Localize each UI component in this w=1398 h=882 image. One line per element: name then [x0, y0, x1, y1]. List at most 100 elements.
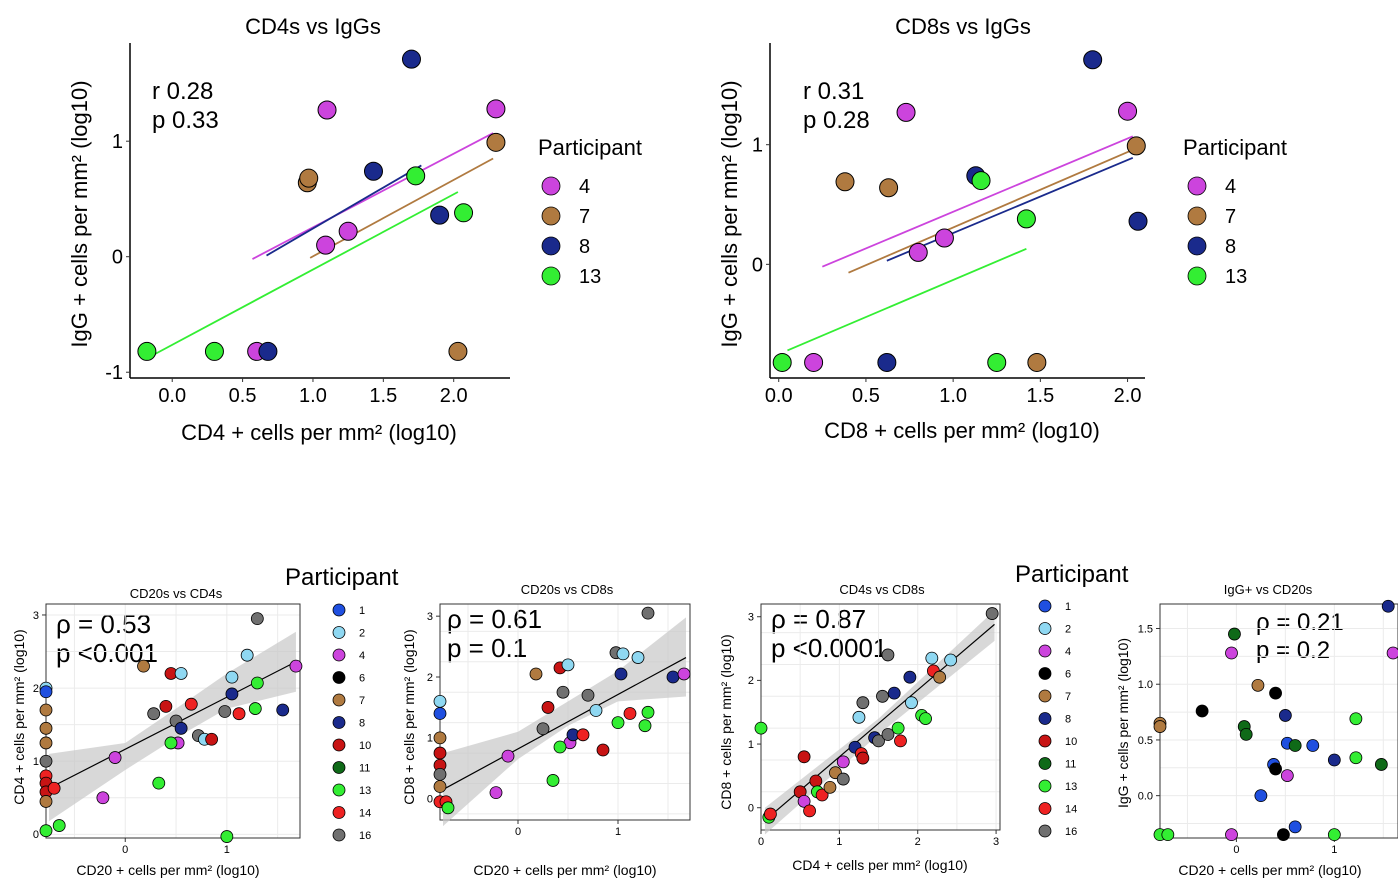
data-point: [1269, 762, 1282, 776]
legend-title: Participant: [1183, 135, 1287, 160]
x-tick-label: 0.5: [229, 385, 257, 407]
chart-panel: 0 1 2 3 0 1 2 3: [748, 603, 1001, 848]
data-point: [250, 676, 264, 690]
legend-swatch: [1038, 689, 1052, 703]
data-point: [836, 772, 850, 786]
data-point: [39, 703, 53, 717]
data-point: [363, 161, 383, 181]
chart-panel: 0 1 0 1 2 3: [33, 603, 303, 856]
series-fit-line: [146, 191, 459, 360]
data-point: [1128, 211, 1148, 231]
legend-label: 14: [1065, 803, 1077, 815]
y-tick-label: 0: [33, 829, 39, 841]
data-point: [258, 341, 278, 361]
legend-swatch: [1038, 667, 1052, 680]
data-point: [486, 99, 506, 119]
data-point: [250, 612, 264, 626]
data-point: [1016, 209, 1036, 229]
data-point: [879, 178, 899, 198]
legend-swatch: [332, 783, 346, 797]
data-point: [240, 648, 254, 662]
data-point: [316, 235, 336, 255]
data-point: [164, 736, 178, 750]
legend-label: 4: [579, 176, 590, 198]
data-point: [934, 228, 954, 248]
y-axis-label: IgG + cells per mm² (log10): [67, 80, 92, 347]
data-point: [159, 699, 173, 713]
legend-label: 11: [359, 762, 370, 774]
plot-frame: [760, 603, 1001, 831]
data-point: [152, 776, 166, 790]
data-point: [589, 704, 603, 717]
series-fit-line: [886, 157, 1134, 262]
data-point: [501, 749, 515, 763]
x-tick-label: 0: [122, 844, 128, 856]
data-point: [641, 606, 655, 620]
data-point: [1153, 720, 1167, 733]
data-point: [338, 221, 358, 241]
chart-title: CD4s vs IgGs: [245, 14, 381, 39]
y-axis-label: CD4 + cells per mm² (log10): [11, 629, 27, 804]
legend-label: 10: [359, 740, 371, 752]
legend-title: Participant: [285, 564, 399, 591]
data-point: [1269, 686, 1282, 700]
data-point: [536, 722, 550, 736]
x-axis-label: CD20 + cells per mm² (log10): [1178, 862, 1361, 878]
x-axis-label: CD20 + cells per mm² (log10): [76, 862, 259, 878]
x-tick-label: 2.0: [440, 385, 468, 407]
legend: 1 2 4 6 7 8 10 11 13 14 16: [1038, 599, 1077, 838]
data-point: [1027, 352, 1047, 372]
legend: 1 2 4 6 7 8 10 11 13 14 16: [332, 603, 371, 842]
y-tick-label: 0: [427, 794, 433, 806]
data-point: [430, 205, 450, 225]
data-point: [218, 705, 232, 718]
stat-p: p 0.33: [152, 107, 219, 134]
x-tick-label: 1.0: [299, 385, 327, 407]
x-tick-label: 1.5: [1026, 385, 1054, 407]
data-point: [448, 341, 468, 361]
series-fit-line: [252, 132, 494, 260]
legend-label: 10: [1065, 736, 1077, 748]
data-point: [881, 648, 895, 662]
legend-swatch: [1038, 734, 1052, 748]
stat-rho: ρ = 0.53: [56, 609, 151, 639]
y-tick-label: 0.5: [1138, 735, 1153, 747]
legend-swatch: [541, 206, 561, 226]
y-tick-label: 3: [427, 611, 433, 623]
data-point: [433, 707, 447, 720]
data-point: [1083, 50, 1103, 70]
data-point: [614, 667, 628, 681]
chart-panel: 0 1 0 1 2 3: [427, 603, 691, 838]
plot-frame: [45, 603, 301, 839]
data-point: [39, 721, 53, 735]
data-point: [1195, 704, 1209, 718]
data-point: [576, 728, 590, 742]
legend-swatch: [332, 716, 346, 729]
y-axis-label: CD8 + cells per mm² (log10): [718, 634, 734, 809]
legend-swatch: [332, 671, 346, 684]
data-point: [891, 721, 905, 735]
data-point: [220, 830, 234, 843]
legend-label: 6: [359, 672, 365, 684]
stat-p: p = 0.1: [447, 633, 527, 663]
legend-swatch: [332, 828, 346, 842]
data-point: [433, 767, 447, 781]
chart-panel: 0 1 0.0 0.5 1.0 1.5: [1138, 599, 1398, 856]
data-point: [433, 694, 447, 708]
chart-title: CD8s vs IgGs: [895, 14, 1031, 39]
legend-label: 11: [1065, 758, 1076, 770]
data-point: [852, 710, 866, 724]
data-point: [764, 807, 777, 821]
data-point: [804, 352, 824, 372]
legend-swatch: [332, 693, 346, 707]
y-tick-label: 1: [752, 135, 763, 157]
data-point: [872, 734, 885, 748]
y-tick-label: 0: [752, 254, 763, 276]
data-point: [631, 651, 645, 664]
data-point: [1277, 828, 1290, 842]
data-point: [1239, 727, 1253, 741]
data-point: [39, 795, 53, 808]
data-point: [623, 707, 637, 720]
legend-swatch: [1187, 176, 1207, 196]
data-point: [1288, 820, 1302, 834]
